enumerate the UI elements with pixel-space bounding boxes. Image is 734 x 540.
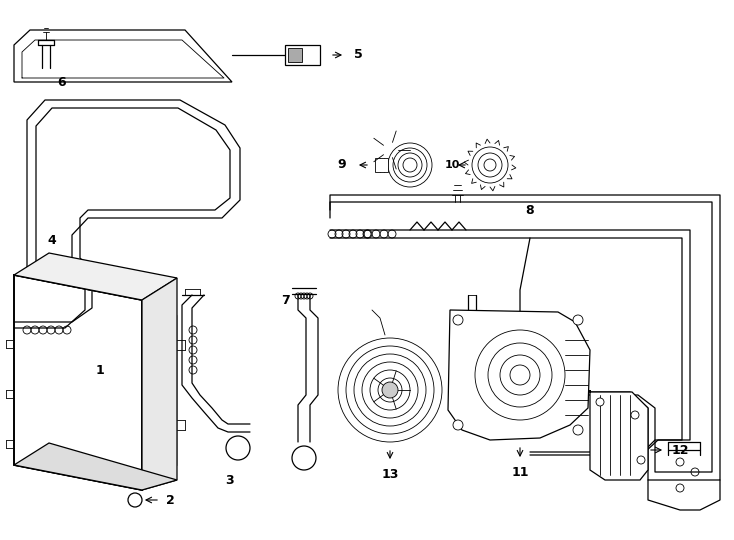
Polygon shape (285, 45, 320, 65)
Circle shape (453, 315, 463, 325)
Polygon shape (14, 30, 232, 82)
Text: 6: 6 (58, 76, 66, 89)
Polygon shape (142, 278, 177, 490)
Polygon shape (375, 158, 388, 172)
Text: 2: 2 (166, 494, 175, 507)
Text: 4: 4 (48, 233, 57, 246)
Circle shape (631, 411, 639, 419)
Text: 3: 3 (225, 474, 234, 487)
Circle shape (596, 398, 604, 406)
Circle shape (573, 425, 583, 435)
Text: 7: 7 (280, 294, 289, 307)
Text: 8: 8 (526, 204, 534, 217)
Circle shape (637, 456, 645, 464)
Text: 13: 13 (381, 469, 399, 482)
Text: 10: 10 (444, 160, 459, 170)
Polygon shape (14, 275, 142, 490)
Polygon shape (14, 443, 177, 490)
Text: 12: 12 (672, 443, 688, 456)
Text: 1: 1 (95, 363, 104, 376)
Circle shape (573, 315, 583, 325)
Polygon shape (590, 390, 648, 480)
Polygon shape (288, 48, 302, 62)
Text: 9: 9 (338, 159, 346, 172)
Circle shape (453, 420, 463, 430)
Circle shape (382, 382, 398, 398)
Polygon shape (14, 253, 177, 300)
Text: 5: 5 (354, 49, 363, 62)
Text: 11: 11 (512, 465, 528, 478)
Polygon shape (448, 310, 590, 440)
